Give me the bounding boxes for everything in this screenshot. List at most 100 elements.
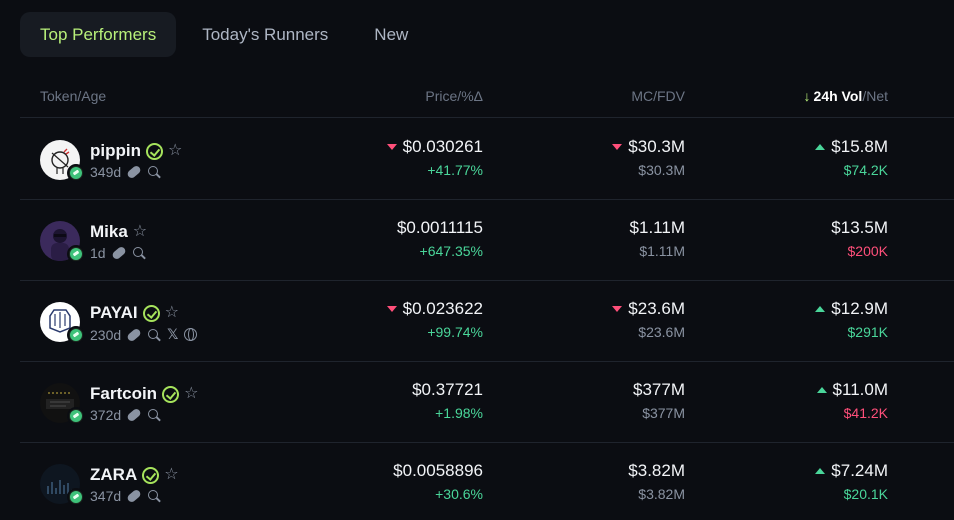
tab-top-performers[interactable]: Top Performers [20,12,177,57]
net-flow: $41.2K [843,405,888,421]
token-price: $0.030261 [402,137,483,156]
tab-todays-runners[interactable]: Today's Runners [202,24,329,44]
down-triangle-icon [612,144,623,150]
star-icon[interactable]: ☆ [184,385,199,402]
fdv: $1.11M [639,243,685,259]
token-age: 349d [90,164,122,180]
star-icon[interactable]: ☆ [132,223,148,240]
up-triangle-icon [815,306,826,312]
pill-icon[interactable] [126,164,143,180]
fdv: $30.3M [638,162,685,178]
token-price: $0.023622 [402,299,483,318]
token-row[interactable]: PAYAI ☆ 230d 𝕏 $0.023622 +99.74% $23.6M … [20,281,954,362]
market-cap: $23.6M [628,299,685,318]
x-icon[interactable]: 𝕏 [167,326,179,342]
token-row[interactable]: ZARA ☆ 347d $0.0058896 +30.6% $3.82M $3.… [20,443,954,520]
price-change: +41.77% [427,162,483,178]
token-row[interactable]: Fartcoin ☆ 372d $0.37721 +1.98% $377M $3… [20,362,954,443]
pill-icon[interactable] [126,488,143,504]
token-price: $0.0058896 [393,461,483,480]
pill-badge-icon [67,407,85,425]
down-triangle-icon [612,306,623,312]
net-flow: $291K [847,324,888,340]
fdv: $3.82M [638,486,685,502]
search-icon[interactable] [147,328,161,342]
verified-icon [142,466,160,484]
column-token-age[interactable]: Token/Age [40,88,107,104]
token-name[interactable]: PAYAI [90,303,138,322]
pill-badge-icon [67,245,85,263]
globe-icon[interactable] [184,328,198,341]
column-24h-vol-net[interactable]: ↓ 24h Vol/Net [804,88,888,104]
volume-24h: $7.24M [831,461,888,480]
up-triangle-icon [815,144,826,150]
pill-icon[interactable] [126,326,143,343]
token-name[interactable]: ZARA [90,465,138,484]
volume-24h: $15.8M [831,137,888,156]
pill-icon[interactable] [126,407,143,423]
pill-badge-icon [67,164,85,182]
search-icon[interactable] [147,165,161,179]
price-change: +647.35% [419,243,483,259]
net-flow: $200K [847,243,888,259]
market-cap: $3.82M [628,461,685,480]
tab-new[interactable]: New [374,24,409,44]
down-triangle-icon [386,144,397,150]
token-name-line: ZARA ☆ [90,465,179,485]
price-change: +1.98% [435,405,483,421]
tab-bar: Top Performers Today's Runners New [20,12,428,57]
verified-icon [162,385,180,403]
token-name[interactable]: Mika [90,222,128,241]
market-cap: $1.11M [629,218,685,237]
volume-24h: $12.9M [831,299,888,318]
token-age: 230d [90,326,122,343]
net-flow: $20.1K [843,486,888,502]
price-change: +99.74% [427,324,483,340]
token-name-line: Fartcoin ☆ [90,384,198,404]
search-icon[interactable] [147,408,161,422]
token-name[interactable]: Fartcoin [90,384,158,403]
pill-icon[interactable] [110,245,127,261]
token-name-line: pippin ☆ [90,141,182,161]
market-cap: $377M [633,380,685,399]
verified-icon [145,142,163,160]
net-flow: $74.2K [843,162,888,178]
token-avatar[interactable] [40,221,80,261]
token-meta: 372d [90,407,161,423]
volume-24h: $13.5M [831,218,888,237]
volume-24h: $11.0M [832,380,888,399]
token-meta: 230d 𝕏 [90,326,198,343]
token-age: 347d [90,488,122,504]
token-age: 372d [90,407,122,423]
token-meta: 347d [90,488,161,504]
token-meta: 349d [90,164,161,180]
price-change: +30.6% [435,486,483,502]
token-meta: 1d [90,245,146,261]
sort-arrow-icon: ↓ [803,88,811,104]
token-age: 1d [90,245,106,261]
up-triangle-icon [815,468,826,474]
column-24h-vol-label: 24h Vol [813,88,863,104]
pill-badge-icon [67,488,85,506]
up-triangle-icon [816,387,827,393]
star-icon[interactable]: ☆ [167,142,183,159]
token-price: $0.0011115 [396,218,483,237]
token-name-line: Mika ☆ [90,222,147,242]
search-icon[interactable] [147,489,161,503]
fdv: $23.6M [638,324,685,340]
table-header: Token/Age Price/%Δ MC/FDV ↓ 24h Vol/Net [20,74,954,118]
column-price-change[interactable]: Price/%Δ [425,88,483,104]
search-icon[interactable] [132,246,146,260]
token-row[interactable]: Mika ☆ 1d $0.0011115 +647.35% $1.11M $1.… [20,200,954,281]
token-name[interactable]: pippin [90,141,141,160]
token-price: $0.37721 [412,380,483,399]
pill-badge-icon [67,326,85,344]
market-cap: $30.3M [628,137,685,156]
column-net-label: /Net [862,88,888,104]
column-mc-fdv[interactable]: MC/FDV [631,88,685,104]
star-icon[interactable]: ☆ [164,466,179,483]
token-name-line: PAYAI ☆ [90,303,179,323]
star-icon[interactable]: ☆ [164,304,179,321]
down-triangle-icon [386,306,397,312]
token-row[interactable]: pippin ☆ 349d $0.030261 +41.77% $30.3M $… [20,119,954,200]
